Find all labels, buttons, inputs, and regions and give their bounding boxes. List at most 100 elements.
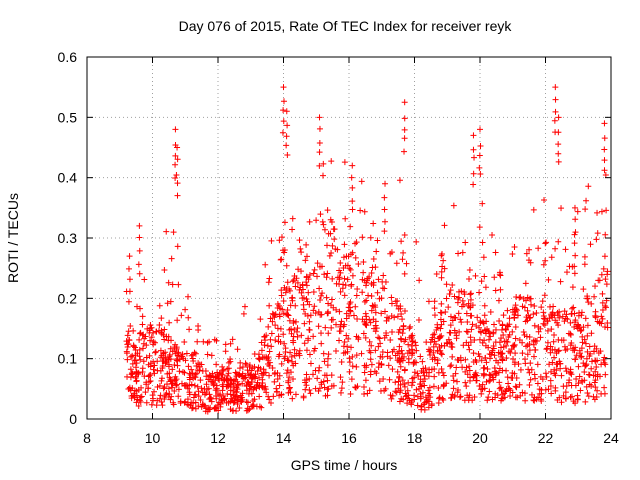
- data-point: [476, 152, 483, 159]
- data-point: [370, 220, 377, 227]
- data-point: [291, 346, 298, 353]
- data-point: [496, 379, 503, 386]
- y-tick-label: 0.2: [58, 290, 78, 306]
- data-point: [417, 353, 424, 360]
- data-point: [349, 353, 356, 360]
- data-point: [274, 388, 281, 395]
- data-point: [579, 333, 586, 340]
- data-point: [246, 406, 253, 413]
- data-point: [425, 298, 432, 305]
- data-point: [312, 310, 319, 317]
- data-point: [602, 371, 609, 378]
- data-point: [438, 309, 445, 316]
- data-point: [325, 351, 332, 358]
- data-point: [271, 370, 278, 377]
- data-point: [388, 313, 395, 320]
- data-point: [174, 317, 181, 324]
- data-point: [337, 323, 344, 330]
- data-point: [352, 303, 359, 310]
- data-point: [374, 237, 381, 244]
- data-point: [188, 352, 195, 359]
- data-point: [450, 377, 457, 384]
- data-point: [512, 335, 519, 342]
- data-point: [547, 303, 554, 310]
- data-point: [510, 356, 517, 363]
- data-point: [393, 389, 400, 396]
- data-point: [342, 349, 349, 356]
- data-point: [401, 380, 408, 387]
- data-point: [594, 318, 601, 325]
- data-point: [264, 342, 271, 349]
- data-point: [377, 340, 384, 347]
- data-point: [158, 399, 165, 406]
- data-point: [581, 368, 588, 375]
- data-point: [401, 126, 408, 133]
- data-point: [544, 345, 551, 352]
- data-point: [459, 297, 466, 304]
- data-point: [462, 368, 469, 375]
- data-point: [284, 122, 291, 129]
- data-point: [598, 390, 605, 397]
- data-point: [493, 370, 500, 377]
- data-point: [542, 370, 549, 377]
- data-point: [438, 321, 445, 328]
- data-point: [522, 397, 529, 404]
- data-point: [463, 339, 470, 346]
- data-point: [496, 385, 503, 392]
- data-point: [546, 361, 553, 368]
- data-point: [284, 279, 291, 286]
- data-point: [235, 381, 242, 388]
- data-point: [340, 254, 347, 261]
- data-point: [527, 301, 534, 308]
- data-point: [555, 129, 562, 136]
- data-point: [221, 376, 228, 383]
- data-point: [447, 322, 454, 329]
- data-point: [425, 346, 432, 353]
- data-point: [341, 159, 348, 166]
- data-point: [346, 355, 353, 362]
- data-point: [517, 366, 524, 373]
- data-point: [373, 248, 380, 255]
- data-point: [367, 234, 374, 241]
- data-point: [277, 256, 284, 263]
- data-point: [159, 363, 166, 370]
- data-point: [381, 194, 388, 201]
- data-point: [430, 349, 437, 356]
- data-point: [154, 367, 161, 374]
- data-point: [126, 253, 133, 260]
- data-point: [440, 396, 447, 403]
- data-point: [192, 399, 199, 406]
- data-point: [171, 388, 178, 395]
- data-point: [325, 308, 332, 315]
- data-point: [549, 359, 556, 366]
- data-point: [285, 357, 292, 364]
- data-point: [396, 398, 403, 405]
- data-point: [495, 369, 502, 376]
- data-point: [281, 340, 288, 347]
- data-point: [524, 317, 531, 324]
- data-point: [302, 379, 309, 386]
- data-point: [146, 329, 153, 336]
- data-point: [294, 279, 301, 286]
- data-point: [350, 312, 357, 319]
- x-tick-label: 24: [603, 430, 619, 446]
- data-point: [556, 314, 563, 321]
- data-point: [427, 347, 434, 354]
- data-point: [459, 249, 466, 256]
- y-axis-ticks: 0 0.1 0.2 0.3 0.4 0.5 0.6: [58, 49, 611, 427]
- data-point: [339, 379, 346, 386]
- data-point: [443, 339, 450, 346]
- data-point: [224, 377, 231, 384]
- data-point: [443, 281, 450, 288]
- data-point: [487, 308, 494, 315]
- data-point: [401, 148, 408, 155]
- data-point: [138, 393, 145, 400]
- data-point: [428, 336, 435, 343]
- data-point: [561, 308, 568, 315]
- data-point: [194, 338, 201, 345]
- data-point: [477, 126, 483, 133]
- y-tick-label: 0.1: [58, 351, 78, 367]
- data-point: [477, 386, 484, 393]
- data-point: [171, 362, 178, 369]
- data-point: [552, 96, 559, 103]
